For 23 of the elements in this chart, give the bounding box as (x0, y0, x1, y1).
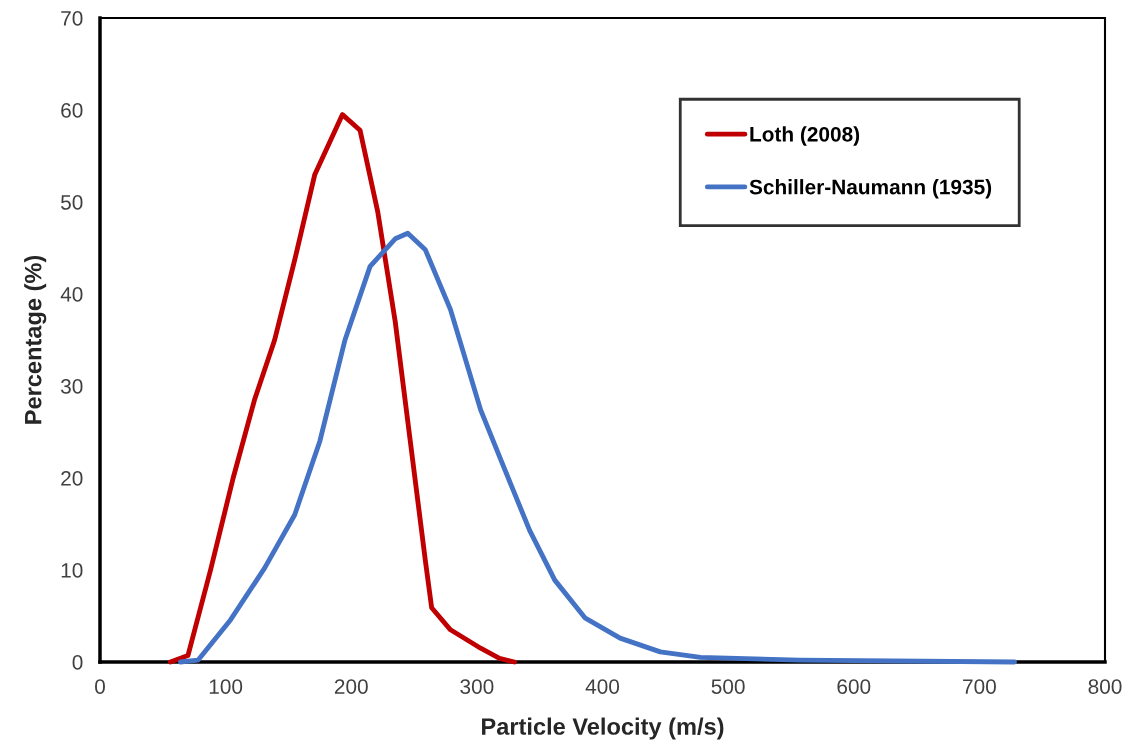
y-tick-label: 40 (60, 287, 83, 302)
y-tick-label: 0 (72, 655, 83, 670)
y-tick-label: 30 (60, 379, 83, 394)
x-tick-label: 100 (209, 679, 243, 694)
line-series (177, 230, 1017, 665)
x-tick-label: 600 (837, 679, 871, 694)
legend-label: Schiller-Naumann (1935) (749, 179, 992, 199)
y-tick-label: 20 (61, 471, 83, 486)
x-axis-title: Particle Velocity (m/s) (482, 717, 724, 740)
x-tick-label: 700 (963, 679, 996, 694)
x-tick-label: 300 (460, 679, 494, 694)
line-series (167, 112, 517, 665)
x-tick-label: 200 (334, 679, 368, 694)
y-tick-label: 10 (61, 563, 83, 578)
x-tick-label: 500 (711, 679, 745, 694)
y-tick-label: 60 (61, 103, 83, 118)
y-tick-label: 50 (61, 195, 83, 210)
y-tick-label: 70 (61, 11, 83, 26)
x-tick-label: 400 (585, 679, 620, 694)
x-tick-label: 800 (1088, 679, 1122, 694)
x-tick-label: 0 (95, 679, 105, 694)
y-axis-title: Percentage (%) (24, 255, 47, 424)
legend-label: Loth (2008) (750, 126, 860, 146)
